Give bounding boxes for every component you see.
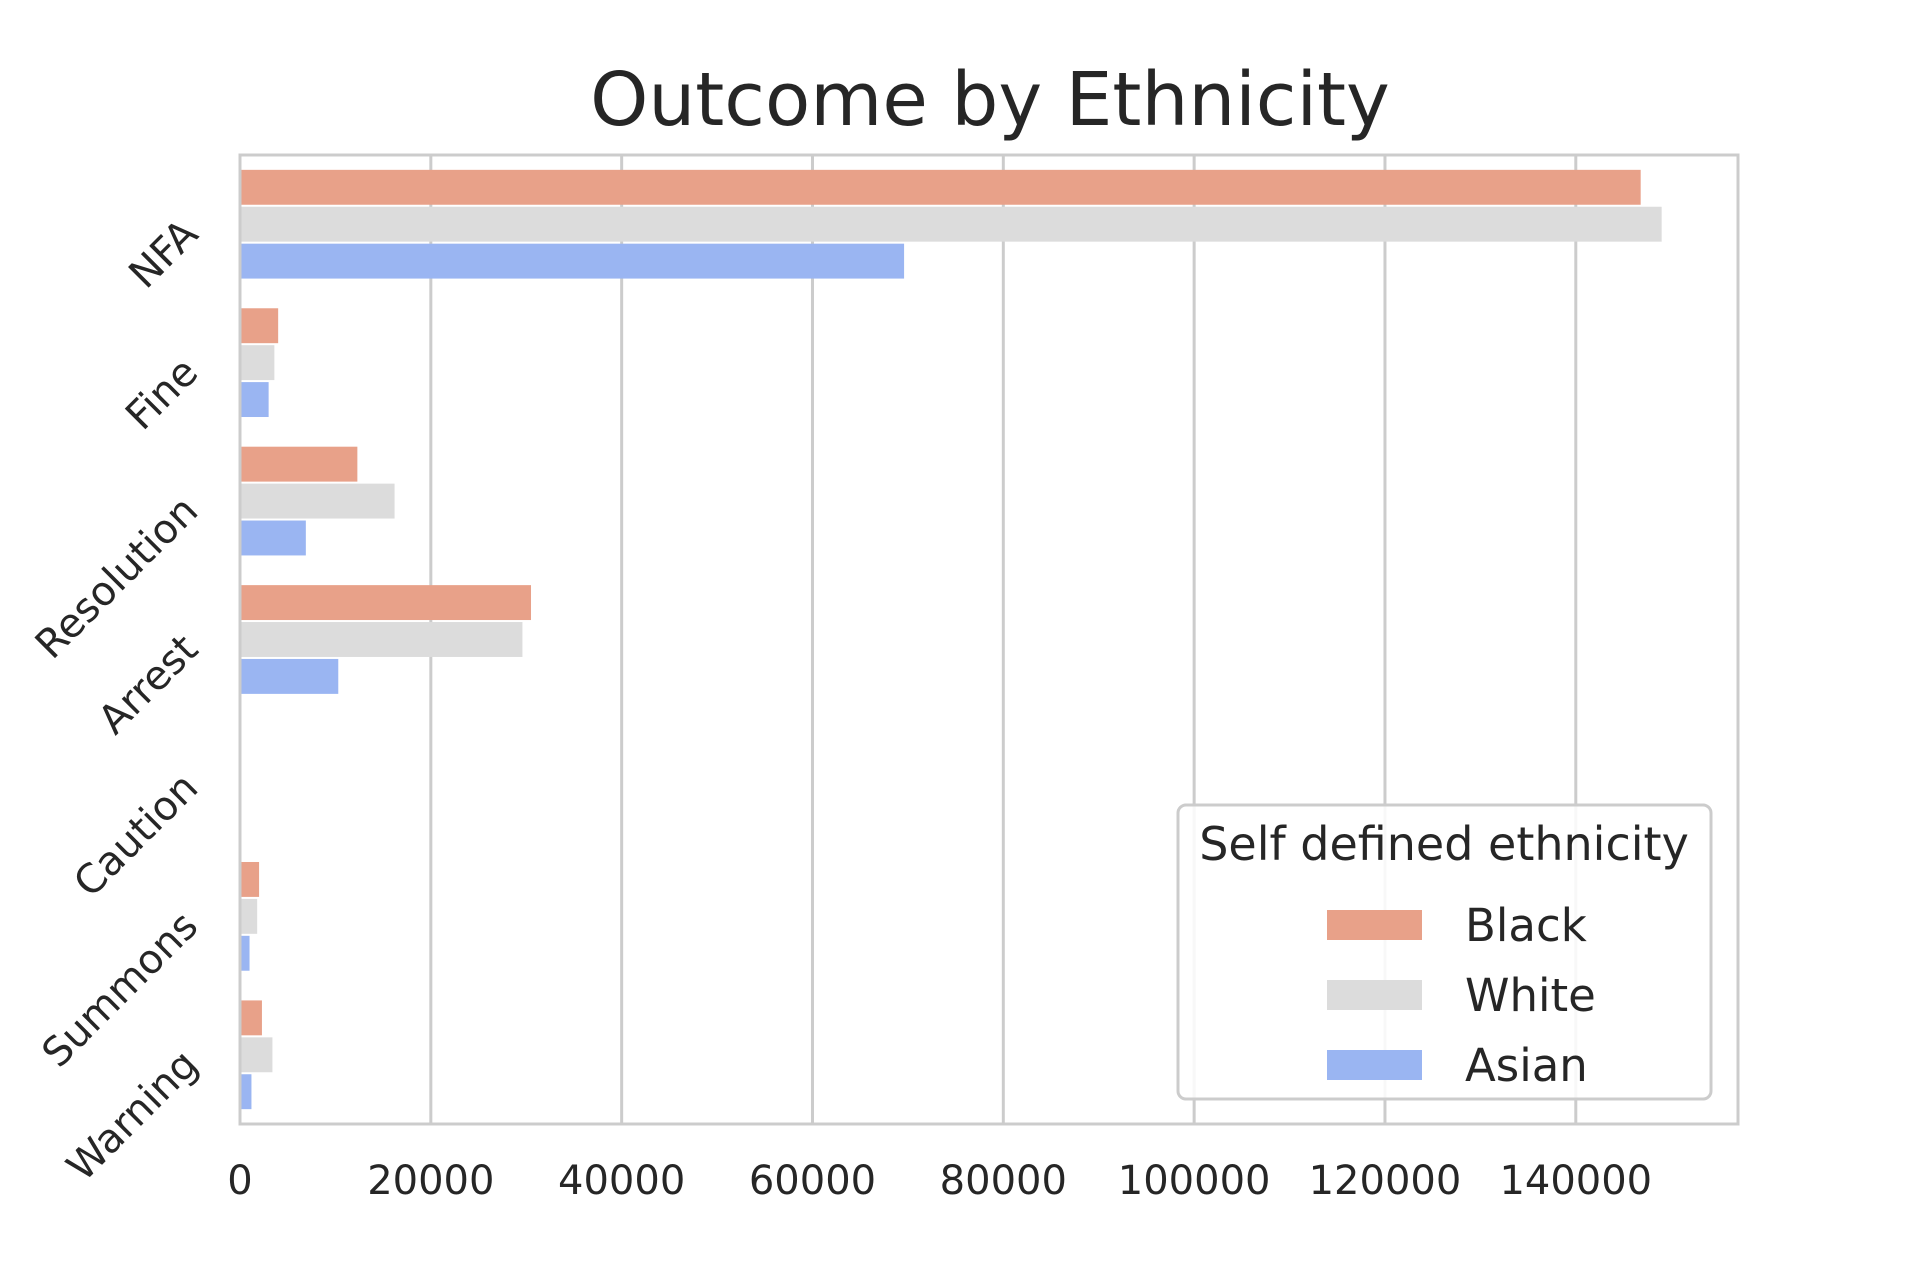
bar-black-arrest: [240, 585, 532, 621]
bar-white-resolution: [240, 483, 395, 519]
bar-white-warning: [240, 1037, 273, 1073]
legend-box: [1176, 803, 1713, 1101]
bar-asian-summons: [240, 935, 250, 971]
bar-asian-warning: [240, 1074, 252, 1110]
bar-black-resolution: [240, 446, 358, 482]
legend-label-black: Black: [1465, 899, 1587, 952]
x-tick-label: 0: [227, 1158, 252, 1204]
legend-swatch-asian: [1327, 1050, 1422, 1080]
bar-white-nfa: [240, 206, 1662, 242]
legend-label-white: White: [1465, 969, 1596, 1022]
legend-swatch-black: [1327, 910, 1422, 940]
x-tick-labels: 0 20000 40000 60000 80000 100000 120000 140000: [227, 1158, 1652, 1204]
legend-title: Self defined ethnicity: [1199, 817, 1689, 871]
x-tick-label: 100000: [1118, 1158, 1271, 1204]
x-tick-label: 80000: [940, 1158, 1067, 1204]
legend-entries: Black White Asian: [1327, 899, 1596, 1092]
bar-white-summons: [240, 898, 258, 934]
bar-black-summons: [240, 861, 260, 897]
x-tick-label: 60000: [749, 1158, 876, 1204]
x-tick-label: 120000: [1309, 1158, 1462, 1204]
x-tick-label: 40000: [558, 1158, 685, 1204]
bar-black-warning: [240, 1000, 262, 1036]
bar-asian-fine: [240, 382, 269, 418]
bar-white-fine: [240, 345, 275, 381]
bar-white-arrest: [240, 622, 523, 657]
legend: Self defined ethnicity Black White Asian: [1176, 803, 1713, 1101]
bar-asian-nfa: [240, 243, 905, 279]
plot-frame: [238, 153, 1740, 1126]
bar-asian-resolution: [240, 520, 306, 556]
bar-black-fine: [240, 308, 279, 344]
chart-title: Outcome by Ethnicity: [590, 57, 1390, 143]
bars: [240, 169, 1662, 1110]
bar-asian-arrest: [240, 658, 339, 694]
legend-label-asian: Asian: [1465, 1039, 1588, 1092]
x-tick-label: 20000: [367, 1158, 494, 1204]
legend-swatch-white: [1327, 980, 1422, 1010]
bar-black-nfa: [240, 169, 1641, 205]
x-tick-label: 140000: [1499, 1158, 1652, 1204]
